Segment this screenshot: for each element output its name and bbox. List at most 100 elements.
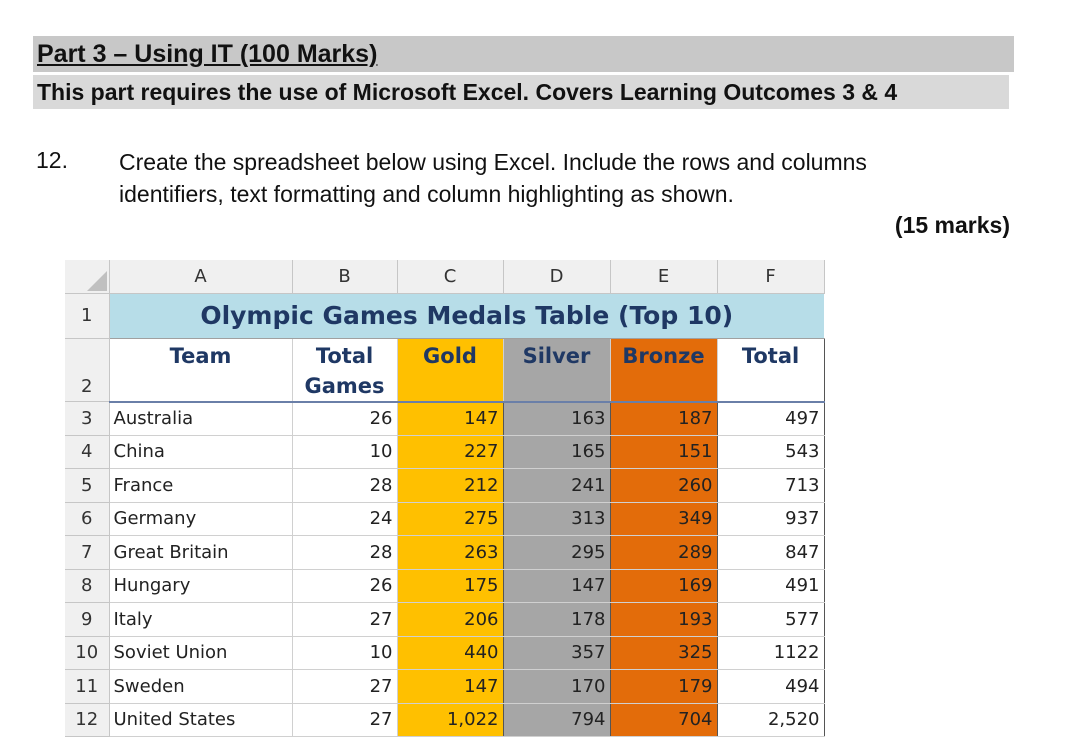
cell-bronze[interactable]: 179 (610, 669, 718, 704)
cell-total[interactable]: 713 (717, 468, 825, 503)
cell-total[interactable]: 937 (717, 502, 825, 536)
cell-bronze[interactable]: 289 (610, 535, 718, 570)
cell-total[interactable]: 543 (717, 435, 825, 469)
cell-total-games[interactable]: 26 (292, 401, 398, 436)
row-number[interactable]: 9 (65, 602, 110, 637)
cell-bronze[interactable]: 169 (610, 569, 718, 603)
cell-gold[interactable]: 212 (397, 468, 504, 503)
question-marks: (15 marks) (894, 212, 1010, 238)
column-header-d[interactable]: D (503, 260, 611, 294)
cell-bronze[interactable]: 704 (610, 703, 718, 737)
row-number[interactable]: 2 (65, 338, 110, 402)
table-row: 9 Italy 27 206 178 193 577 (65, 602, 825, 637)
cell-bronze[interactable]: 193 (610, 602, 718, 637)
header-total-games[interactable]: Total Games (292, 338, 398, 403)
cell-team[interactable]: Soviet Union (109, 636, 293, 670)
cell-bronze[interactable]: 260 (610, 468, 718, 503)
cell-silver[interactable]: 241 (503, 468, 611, 503)
cell-bronze[interactable]: 349 (610, 502, 718, 536)
cell-bronze[interactable]: 187 (610, 401, 718, 436)
cell-total-games[interactable]: 27 (292, 669, 398, 704)
cell-total-games[interactable]: 24 (292, 502, 398, 536)
sheet-title-cell[interactable]: Olympic Games Medals Table (Top 10) (109, 293, 824, 339)
question-text-line2: identifiers, text formatting and column … (119, 181, 734, 207)
cell-gold[interactable]: 275 (397, 502, 504, 536)
cell-silver[interactable]: 178 (503, 602, 611, 637)
cell-team[interactable]: Great Britain (109, 535, 293, 570)
cell-silver[interactable]: 170 (503, 669, 611, 704)
cell-team[interactable]: Australia (109, 401, 293, 436)
cell-total-games[interactable]: 27 (292, 602, 398, 637)
select-all-corner[interactable] (65, 260, 110, 294)
row-number[interactable]: 8 (65, 569, 110, 603)
header-bronze[interactable]: Bronze (610, 338, 718, 403)
cell-silver[interactable]: 165 (503, 435, 611, 469)
column-header-c[interactable]: C (397, 260, 504, 294)
header-total[interactable]: Total (717, 338, 825, 403)
cell-total[interactable]: 847 (717, 535, 825, 570)
row-number[interactable]: 11 (65, 669, 110, 704)
cell-total-games[interactable]: 26 (292, 569, 398, 603)
cell-silver[interactable]: 313 (503, 502, 611, 536)
cell-team[interactable]: Sweden (109, 669, 293, 704)
cell-silver[interactable]: 295 (503, 535, 611, 570)
table-row: 6 Germany 24 275 313 349 937 (65, 502, 825, 536)
table-row: 10 Soviet Union 10 440 357 325 1122 (65, 636, 825, 670)
cell-gold[interactable]: 147 (397, 401, 504, 436)
column-header-row: A B C D E F (65, 260, 825, 294)
column-header-b[interactable]: B (292, 260, 398, 294)
cell-gold[interactable]: 263 (397, 535, 504, 570)
cell-team[interactable]: Germany (109, 502, 293, 536)
column-header-a[interactable]: A (109, 260, 293, 294)
cell-total[interactable]: 494 (717, 669, 825, 704)
cell-total[interactable]: 1122 (717, 636, 825, 670)
cell-silver[interactable]: 147 (503, 569, 611, 603)
cell-gold[interactable]: 175 (397, 569, 504, 603)
part-title: Part 3 – Using IT (100 Marks) (33, 36, 1014, 72)
header-gold[interactable]: Gold (397, 338, 504, 403)
table-row: 12 United States 27 1,022 794 704 2,520 (65, 703, 825, 737)
cell-total-games[interactable]: 28 (292, 468, 398, 503)
cell-total-games[interactable]: 27 (292, 703, 398, 737)
column-header-f[interactable]: F (717, 260, 825, 294)
row-number[interactable]: 12 (65, 703, 110, 737)
header-silver[interactable]: Silver (503, 338, 611, 403)
table-row: 5 France 28 212 241 260 713 (65, 468, 825, 503)
cell-total-games[interactable]: 10 (292, 435, 398, 469)
cell-gold[interactable]: 206 (397, 602, 504, 637)
row-number[interactable]: 10 (65, 636, 110, 670)
cell-silver[interactable]: 794 (503, 703, 611, 737)
cell-total[interactable]: 497 (717, 401, 825, 436)
title-row: 1 Olympic Games Medals Table (Top 10) (65, 293, 824, 339)
cell-gold[interactable]: 147 (397, 669, 504, 704)
cell-team[interactable]: Hungary (109, 569, 293, 603)
table-row: 8 Hungary 26 175 147 169 491 (65, 569, 825, 603)
row-number[interactable]: 5 (65, 468, 110, 503)
question-number: 12. (36, 147, 68, 173)
cell-gold[interactable]: 1,022 (397, 703, 504, 737)
cell-total-games[interactable]: 10 (292, 636, 398, 670)
cell-total-games[interactable]: 28 (292, 535, 398, 570)
question-text: Create the spreadsheet below using Excel… (119, 146, 999, 210)
cell-total[interactable]: 2,520 (717, 703, 825, 737)
cell-bronze[interactable]: 151 (610, 435, 718, 469)
column-header-e[interactable]: E (610, 260, 718, 294)
cell-total[interactable]: 491 (717, 569, 825, 603)
header-team[interactable]: Team (109, 338, 293, 403)
row-number[interactable]: 6 (65, 502, 110, 536)
cell-silver[interactable]: 357 (503, 636, 611, 670)
cell-team[interactable]: Italy (109, 602, 293, 637)
cell-total[interactable]: 577 (717, 602, 825, 637)
row-number[interactable]: 3 (65, 401, 110, 436)
cell-team[interactable]: China (109, 435, 293, 469)
cell-team[interactable]: France (109, 468, 293, 503)
row-number[interactable]: 1 (65, 293, 110, 339)
cell-silver[interactable]: 163 (503, 401, 611, 436)
row-number[interactable]: 4 (65, 435, 110, 469)
cell-gold[interactable]: 227 (397, 435, 504, 469)
cell-gold[interactable]: 440 (397, 636, 504, 670)
header-row: 2 Team Total Games Gold Silver Bronze To… (65, 338, 825, 403)
row-number[interactable]: 7 (65, 535, 110, 570)
cell-bronze[interactable]: 325 (610, 636, 718, 670)
cell-team[interactable]: United States (109, 703, 293, 737)
